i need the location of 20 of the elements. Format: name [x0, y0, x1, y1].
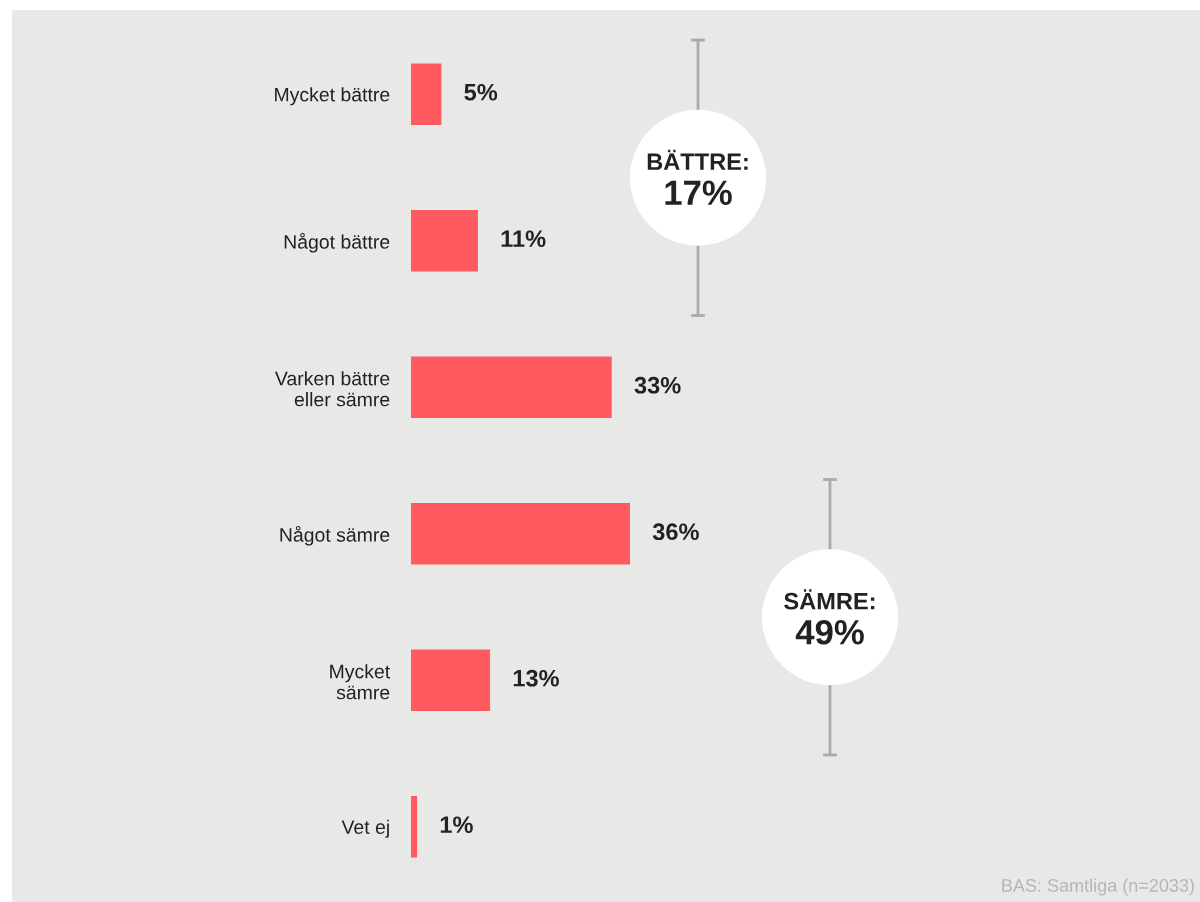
- bar: [411, 63, 442, 126]
- y-tick-label: Något bättre: [284, 232, 390, 253]
- y-tick-label: Varken bättre eller sämre: [274, 371, 390, 407]
- y-tick-label: Mycket bättre: [275, 87, 390, 106]
- data-label: 13%: [513, 669, 559, 687]
- data-label: 1%: [440, 816, 473, 834]
- data-label: 33%: [634, 376, 681, 394]
- bar: [411, 649, 491, 712]
- y-tick-label: Mycket sämre: [330, 664, 391, 700]
- bar: [411, 356, 612, 419]
- y-tick-label: Vet ej: [341, 819, 389, 838]
- data-label: 5%: [464, 83, 498, 101]
- bar: [411, 502, 630, 565]
- text: SÄMRE: 49%: [784, 589, 875, 645]
- bar: [411, 209, 478, 272]
- bar: [411, 795, 418, 858]
- y-tick-label: Något sämre: [280, 525, 390, 546]
- data-label: 36%: [652, 523, 699, 541]
- data-label: 11%: [501, 230, 546, 248]
- text: BÄTTRE: 17%: [647, 149, 748, 206]
